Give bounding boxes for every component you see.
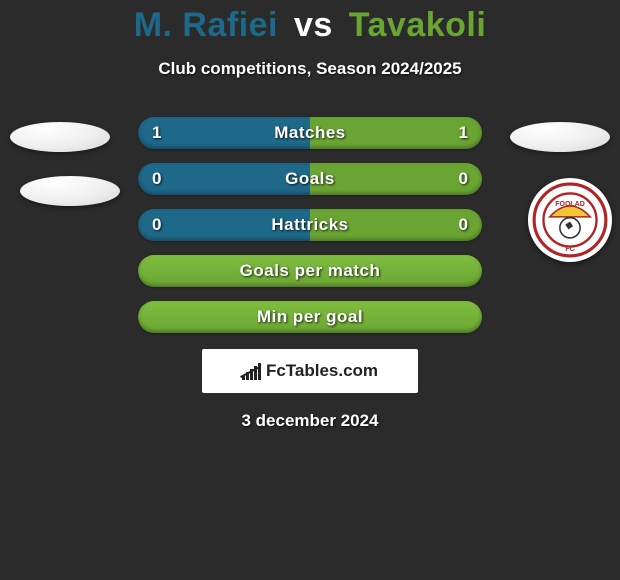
player1-name: M. Rafiei — [134, 6, 278, 44]
branding-box: FcTables.com — [202, 349, 418, 393]
date-text: 3 december 2024 — [0, 411, 620, 431]
club-crest-icon: FOOLAD FC — [531, 181, 609, 259]
vs-text: vs — [294, 6, 333, 44]
stat-label: Goals — [285, 169, 335, 189]
stat-left-value: 0 — [152, 169, 161, 189]
branding-text: FcTables.com — [266, 361, 378, 381]
stat-label: Matches — [274, 123, 346, 143]
stat-label: Min per goal — [257, 307, 363, 327]
stat-bar-goals-per-match: Goals per match — [138, 255, 482, 287]
comparison-card: M. Rafiei vs Tavakoli Club competitions,… — [0, 0, 620, 580]
stat-right-value: 0 — [459, 215, 468, 235]
svg-text:FOOLAD: FOOLAD — [555, 201, 585, 208]
svg-text:FC: FC — [565, 246, 574, 253]
stat-label: Goals per match — [240, 261, 381, 281]
player2-name: Tavakoli — [349, 6, 487, 44]
stat-label: Hattricks — [271, 215, 348, 235]
page-title: M. Rafiei vs Tavakoli — [0, 0, 620, 45]
player2-avatar-top — [510, 122, 610, 152]
stat-bar-matches: 1 Matches 1 — [138, 117, 482, 149]
player2-club-crest: FOOLAD FC — [528, 178, 612, 262]
subtitle: Club competitions, Season 2024/2025 — [0, 59, 620, 79]
player1-avatar-bottom — [20, 176, 120, 206]
stat-bar-goals: 0 Goals 0 — [138, 163, 482, 195]
stat-right-value: 0 — [459, 169, 468, 189]
stat-left-value: 0 — [152, 215, 161, 235]
stat-right-value: 1 — [459, 123, 468, 143]
stat-bars: 1 Matches 1 0 Goals 0 0 Hattricks 0 Goal… — [138, 117, 482, 333]
chart-icon — [242, 362, 262, 380]
stat-bar-min-per-goal: Min per goal — [138, 301, 482, 333]
stat-bar-hattricks: 0 Hattricks 0 — [138, 209, 482, 241]
player1-avatar-top — [10, 122, 110, 152]
stat-left-value: 1 — [152, 123, 161, 143]
